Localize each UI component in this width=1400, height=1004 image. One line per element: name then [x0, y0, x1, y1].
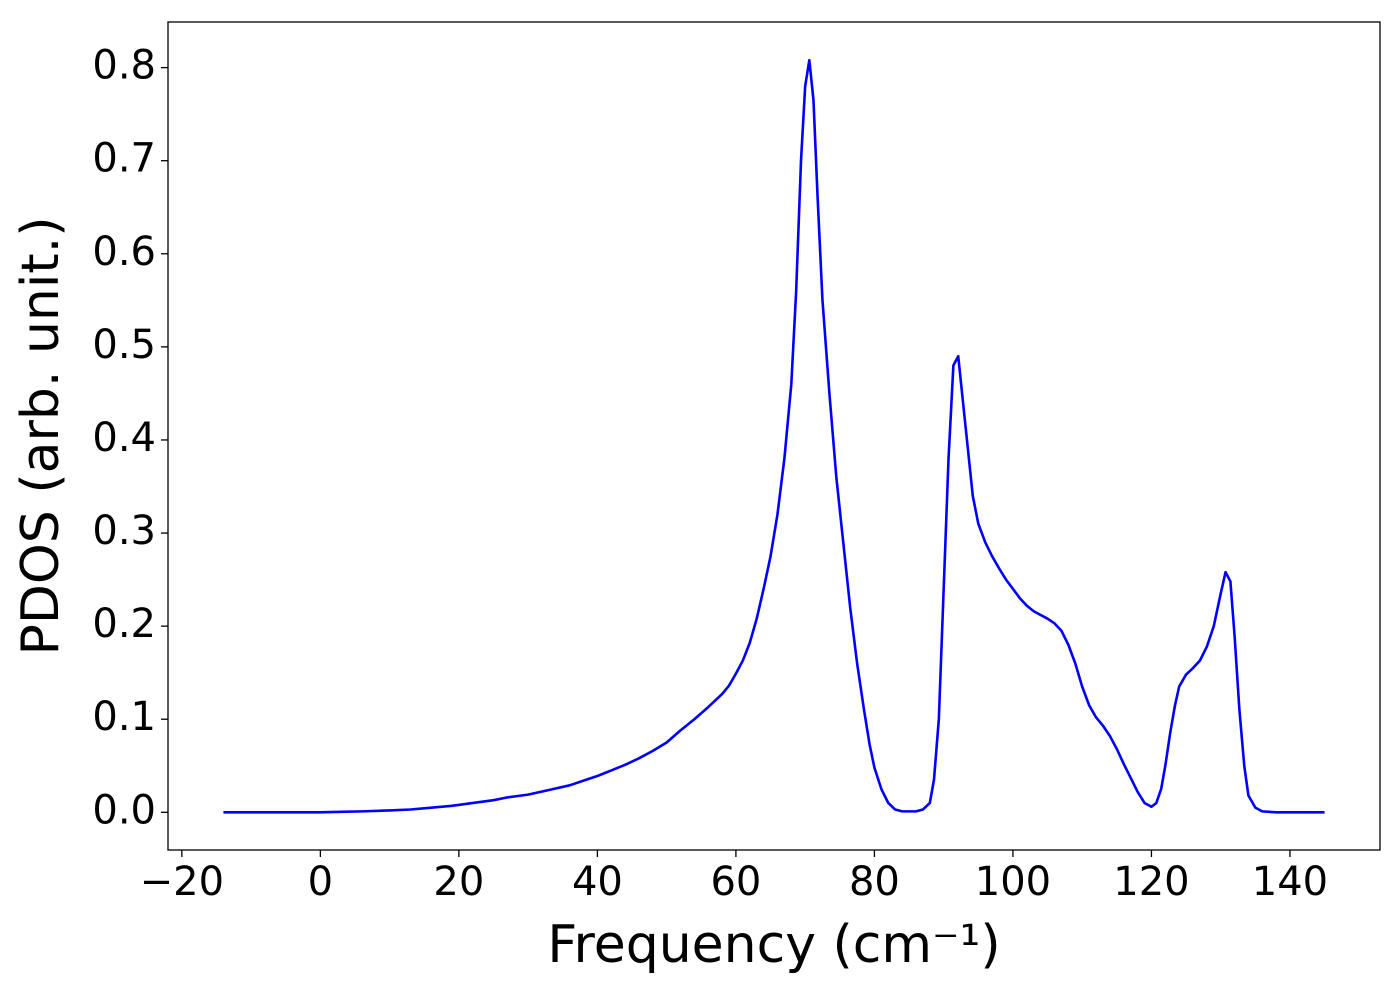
- x-tick-label: 60: [710, 859, 761, 905]
- x-axis-label: Frequency (cm⁻¹): [547, 915, 1000, 975]
- y-tick-label: 0.3: [92, 508, 156, 554]
- x-tick-label: 80: [849, 859, 900, 905]
- y-tick-label: 0.2: [92, 601, 156, 647]
- x-tick-label: 40: [572, 859, 623, 905]
- y-tick-label: 0.4: [92, 415, 156, 461]
- x-tick-label: 100: [975, 859, 1051, 905]
- x-tick-label: 20: [433, 859, 484, 905]
- y-tick-label: 0.7: [92, 136, 156, 182]
- y-tick-label: 0.8: [92, 43, 156, 89]
- x-tick-label: 0: [308, 859, 333, 905]
- y-tick-label: 0.6: [92, 229, 156, 275]
- data-line: [223, 58, 1325, 814]
- x-tick-label: −20: [140, 859, 224, 905]
- y-axis-label: PDOS (arb. unit.): [11, 216, 71, 655]
- y-tick-label: 0.1: [92, 694, 156, 740]
- x-tick-label: 140: [1252, 859, 1328, 905]
- y-tick-label: 0.0: [92, 787, 156, 833]
- y-tick-label: 0.5: [92, 322, 156, 368]
- plot-frame: [167, 21, 1381, 851]
- x-tick-label: 120: [1113, 859, 1189, 905]
